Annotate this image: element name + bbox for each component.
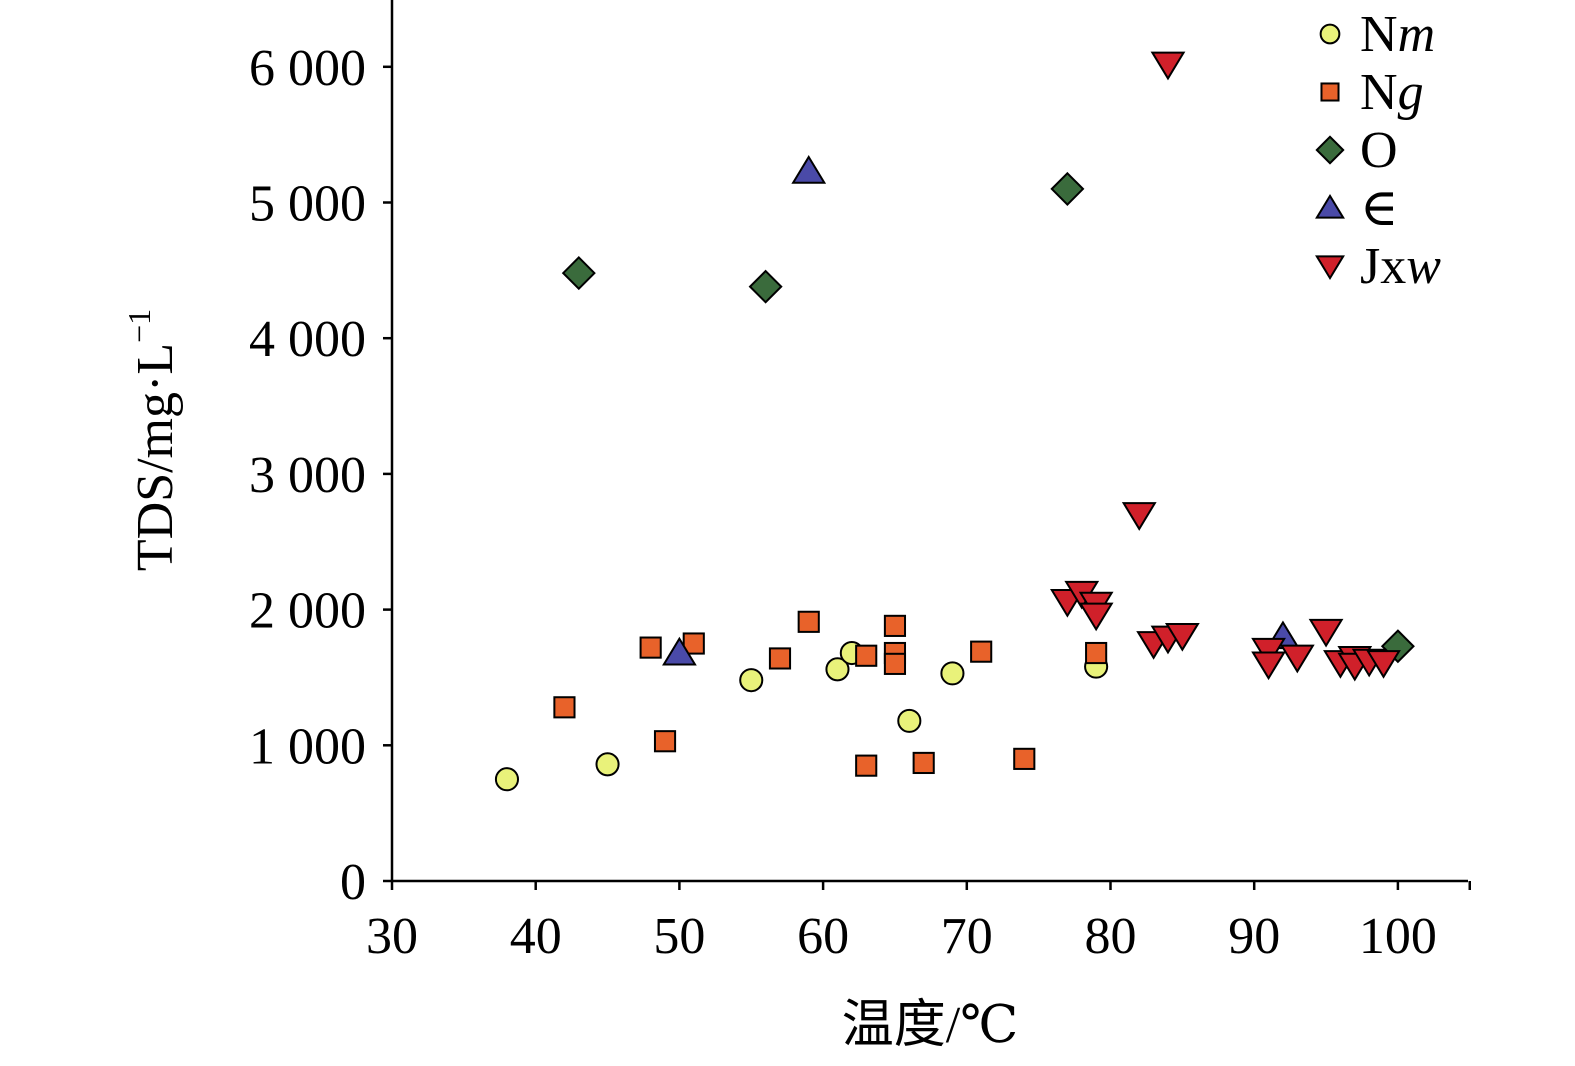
tick-marks	[383, 65, 1471, 890]
y-tick-label: 5 000	[249, 176, 366, 233]
legend-label-base: N	[1360, 6, 1398, 63]
data-point	[825, 657, 850, 682]
legend-marker	[1315, 255, 1345, 281]
data-point	[1279, 644, 1315, 674]
data-point	[494, 767, 520, 792]
data-point	[791, 155, 827, 184]
x-tick-label: 100	[1359, 908, 1437, 965]
data-point	[561, 256, 596, 291]
data-point	[855, 754, 878, 777]
data-point	[768, 647, 792, 670]
data-point	[553, 696, 576, 719]
legend-item: Jxw	[1315, 238, 1441, 295]
y-tick-label: 0	[340, 854, 366, 911]
x-axis-title: 温度/℃	[842, 997, 1019, 1054]
legend-label-base: N	[1360, 64, 1398, 121]
data-point	[1251, 651, 1286, 681]
series-2-points	[553, 610, 1108, 777]
data-point	[897, 708, 922, 733]
data-points	[494, 51, 1415, 792]
data-point	[1078, 602, 1114, 632]
data-point	[1366, 650, 1401, 679]
data-point	[682, 632, 705, 655]
legend-label-base: Jx	[1360, 238, 1406, 295]
y-axis-title-text: TDS/mg·L	[127, 343, 184, 571]
data-point	[912, 751, 935, 775]
legend-label: ∈	[1360, 180, 1399, 237]
legend-label-base: O	[1360, 122, 1398, 179]
legend-label-italic: w	[1406, 238, 1441, 295]
data-point	[1013, 747, 1036, 770]
data-point	[1150, 51, 1186, 81]
data-point	[595, 752, 620, 777]
data-point	[797, 610, 820, 633]
x-tick-label: 90	[1228, 908, 1280, 965]
axes	[390, 0, 1468, 883]
legend-item: ∈	[1315, 180, 1399, 237]
data-point	[940, 661, 965, 686]
data-point	[662, 636, 697, 666]
legend-label: O	[1360, 122, 1398, 179]
legend-marker	[1315, 135, 1345, 165]
series-3-points	[561, 171, 1415, 664]
y-tick-label: 4 000	[249, 311, 366, 368]
data-point	[739, 668, 764, 693]
legend-label-italic: m	[1398, 6, 1436, 63]
legend-marker	[1315, 193, 1345, 219]
legend-label-italic: g	[1398, 64, 1424, 121]
x-tick-label: 40	[510, 908, 562, 965]
data-point	[1050, 171, 1085, 206]
series-1-points	[494, 640, 1109, 792]
data-point	[1121, 502, 1157, 531]
series-4-points	[662, 155, 1301, 666]
x-tick-label: 70	[941, 908, 993, 965]
legend-label: Jxw	[1360, 238, 1441, 295]
x-tick-label: 50	[653, 908, 705, 965]
legend-marker	[1319, 23, 1341, 45]
y-axis-title-superscript: −1	[121, 309, 157, 343]
x-tick-label: 30	[366, 908, 418, 965]
data-point	[855, 644, 878, 667]
y-axis-title: TDS/mg·L−1	[121, 309, 184, 571]
x-tick-label: 80	[1085, 908, 1137, 965]
data-point	[970, 640, 993, 663]
x-tick-label: 60	[797, 908, 849, 965]
data-point	[639, 636, 662, 659]
legend-label: Nm	[1360, 6, 1435, 63]
data-point	[1164, 622, 1200, 652]
legend-item: O	[1315, 122, 1398, 179]
y-tick-label: 6 000	[249, 40, 366, 97]
tick-labels: 30 40 50 60 70 80 90 100 0 1 000 2 000 3 000 4 000 5 …	[249, 40, 1437, 965]
legend-label: Ng	[1360, 64, 1424, 121]
data-point	[748, 269, 783, 304]
data-point	[883, 614, 907, 637]
legend-item: Nm	[1319, 6, 1435, 63]
legend-label-base: ∈	[1360, 180, 1399, 237]
legend-marker	[1320, 82, 1340, 102]
data-point	[653, 730, 677, 753]
y-tick-label: 2 000	[249, 583, 366, 640]
data-point	[1085, 641, 1108, 665]
series-5-points	[1050, 51, 1401, 682]
data-point	[1308, 618, 1344, 648]
y-tick-label: 1 000	[249, 718, 366, 775]
legend-item: Ng	[1320, 64, 1424, 121]
y-tick-label: 3 000	[249, 447, 366, 504]
data-point	[883, 652, 907, 675]
